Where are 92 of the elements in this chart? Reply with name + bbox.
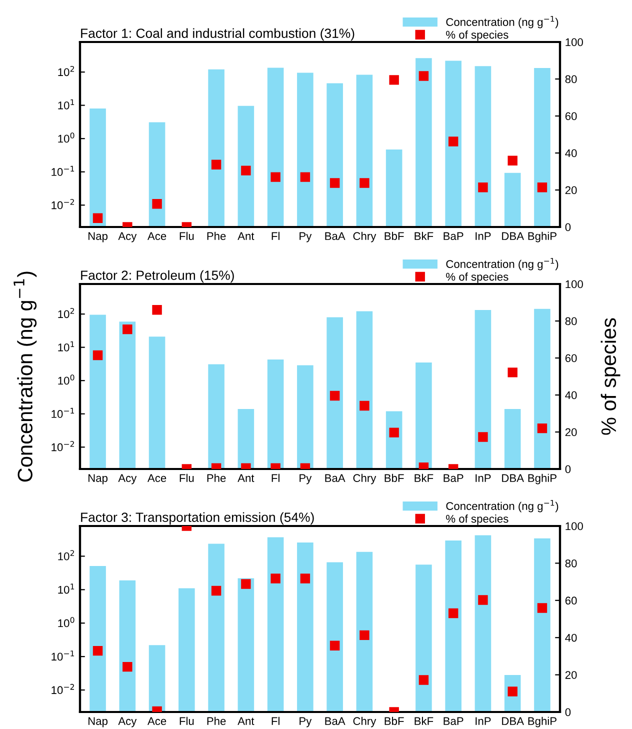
legend-label: Concentration (ng g$^{−1}$) [446,258,558,270]
x-tick-label: Ant [238,474,254,482]
x-tick-label: Chry [353,232,376,242]
y-axis-title: Concentration (ng g$^{−1}$) [14,272,37,482]
x-tick-label: DBA [502,474,524,482]
x-tick-label: Py [300,717,312,728]
y-tick-label: 10$^{0}$ [58,132,74,143]
y2-tick-label: 60 [565,596,577,605]
x-tick-label: Acy [118,232,137,242]
y-tick-label: 10$^{0}$ [58,617,74,628]
x-tick-label: BaA [325,474,346,482]
y2-tick-label: 0 [565,223,571,232]
y2-tick-label: 60 [565,354,577,362]
x-tick-label: Flu [180,232,194,240]
x-tick-label: Chry [353,474,376,484]
x-tick-label: Fl [272,474,280,482]
x-tick-label: BbF [384,232,404,240]
y2-tick-label: 60 [565,112,577,120]
x-tick-label: BaP [444,474,464,482]
x-tick-label: BbF [384,474,404,482]
chart-title: Factor 1: Coal and industrial combustion (31%) [81,28,354,41]
x-tick-label: Fl [272,716,280,725]
chart-title: Factor 3: Transportation emission (54%) [81,512,314,525]
x-tick-label: Acy [118,474,137,484]
y2-tick-label: 100 [566,280,583,288]
y2-tick-label: 100 [566,522,583,530]
x-tick-label: Ace [147,717,166,726]
y-tick-label: 10$^{−2}$ [52,684,74,694]
x-tick-label: Phe [207,716,226,726]
y2-tick-label: 80 [565,559,577,568]
y-tick-label: 10$^{−1}$ [52,650,74,661]
x-tick-label: Ace [147,474,166,482]
x-tick-label: DBA [502,717,524,725]
y-tick-label: 10$^{−2}$ [52,199,74,210]
x-tick-label: BkF [414,232,434,240]
y2-tick-label: 80 [565,75,577,84]
legend-label: % of species [446,30,508,41]
y2-axis-title: % of species [600,318,620,435]
legend-label: % of species [446,514,508,525]
y-tick-label: 10$^{1}$ [58,99,74,110]
y-tick-label: 10$^{−2}$ [52,441,74,452]
legend-label: Concentration (ng g$^{−1}$) [446,16,558,28]
y2-tick-label: 20 [565,186,577,194]
y-tick-label: 10$^{−1}$ [52,408,74,418]
y2-tick-label: 40 [565,391,577,400]
y2-tick-label: 80 [565,317,577,326]
chart-title: Factor 2: Petroleum (15%) [81,270,234,283]
x-tick-label: Ace [147,232,166,240]
y2-tick-label: 0 [565,465,571,474]
x-tick-label: Nap [88,232,108,242]
x-tick-label: BkF [414,716,434,725]
y-tick-label: 10$^{2}$ [58,66,74,76]
x-tick-label: Flu [180,716,194,726]
x-tick-label: Phe [207,232,226,240]
y2-tick-label: 20 [565,428,577,436]
x-tick-label: Ant [238,232,254,240]
legend-label: Concentration (ng g$^{−1}$) [446,500,558,512]
x-tick-label: BaP [444,232,464,240]
x-tick-label: InP [476,232,491,240]
x-tick-label: Py [300,232,312,242]
x-tick-label: InP [476,717,491,725]
y2-tick-label: 40 [565,634,577,642]
y2-tick-label: 20 [565,671,577,679]
y-tick-label: 10$^{2}$ [58,308,74,318]
x-tick-label: DBA [502,232,524,240]
y2-tick-label: 40 [565,149,577,158]
x-tick-label: Acy [118,717,137,728]
x-tick-label: Ant [238,717,254,725]
y2-tick-label: 0 [565,708,571,716]
y-tick-label: 10$^{1}$ [58,341,74,352]
x-tick-label: BaA [325,232,346,240]
x-tick-label: BghiP [528,474,556,484]
x-tick-label: BghiP [528,716,556,728]
y-tick-label: 10$^{1}$ [58,584,74,594]
x-tick-label: Fl [272,232,280,240]
x-tick-label: BaP [444,717,464,726]
legend-label: % of species [446,272,508,283]
x-tick-label: BbF [384,716,404,726]
y-tick-label: 10$^{−1}$ [52,166,74,176]
y-tick-label: 10$^{0}$ [58,374,74,385]
x-tick-label: Flu [180,474,194,482]
x-tick-label: BkF [414,474,434,482]
y-tick-label: 10$^{2}$ [58,550,74,560]
x-tick-label: BaA [325,717,346,726]
x-tick-label: Py [300,474,312,484]
x-tick-label: Phe [207,474,226,482]
x-tick-label: Chry [353,716,376,728]
x-tick-label: Nap [88,474,108,484]
x-tick-label: Nap [88,717,108,728]
x-tick-label: InP [476,474,491,482]
x-tick-label: BghiP [528,232,556,242]
y2-tick-label: 100 [566,38,583,46]
